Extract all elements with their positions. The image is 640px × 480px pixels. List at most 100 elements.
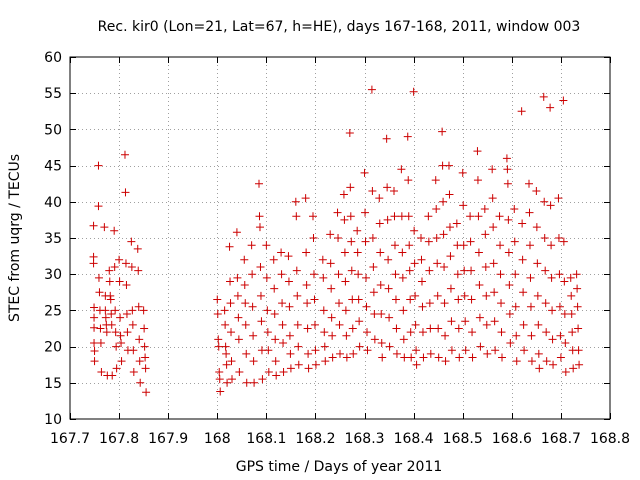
- data-point: [311, 360, 320, 369]
- data-point: [303, 324, 312, 333]
- x-tick-label: 168.2: [295, 431, 335, 447]
- data-point: [568, 328, 577, 337]
- data-point: [345, 129, 354, 138]
- data-point: [525, 179, 533, 188]
- data-point: [548, 335, 557, 344]
- data-point: [385, 342, 394, 351]
- data-point: [347, 266, 356, 275]
- data-point: [399, 306, 408, 315]
- data-point: [473, 176, 482, 185]
- data-point: [467, 266, 476, 275]
- data-point: [107, 310, 116, 319]
- data-point: [96, 324, 105, 333]
- data-point: [271, 357, 280, 366]
- data-point: [213, 310, 222, 319]
- data-point: [90, 303, 99, 312]
- data-point: [139, 306, 148, 315]
- data-point: [214, 342, 223, 351]
- data-point: [404, 176, 413, 185]
- data-point: [376, 281, 385, 290]
- data-point: [461, 346, 470, 355]
- data-point: [447, 346, 456, 355]
- data-point: [496, 241, 505, 250]
- data-point: [425, 266, 434, 275]
- data-point: [334, 270, 343, 279]
- data-point: [453, 270, 462, 279]
- data-point: [133, 244, 142, 253]
- data-point: [106, 295, 115, 304]
- data-point: [116, 331, 125, 340]
- data-point: [556, 331, 565, 340]
- data-point: [498, 353, 506, 362]
- data-point: [495, 212, 504, 221]
- data-point: [377, 310, 386, 319]
- data-point: [556, 353, 565, 362]
- data-point: [140, 342, 149, 351]
- data-point: [341, 277, 350, 286]
- data-point: [533, 259, 542, 268]
- data-point: [101, 306, 110, 315]
- data-point: [121, 259, 130, 268]
- data-point: [221, 320, 230, 329]
- data-point: [264, 346, 273, 355]
- data-point: [431, 176, 440, 185]
- data-point: [90, 338, 99, 347]
- data-point: [233, 291, 242, 300]
- data-point: [434, 324, 443, 333]
- data-point: [480, 205, 489, 214]
- data-point: [510, 237, 519, 246]
- data-point: [141, 353, 150, 362]
- data-point: [572, 270, 581, 279]
- data-point: [127, 237, 136, 246]
- data-point: [248, 270, 257, 279]
- data-point: [278, 320, 287, 329]
- data-point: [107, 320, 116, 329]
- data-point: [540, 234, 549, 242]
- data-point: [271, 335, 280, 344]
- data-point: [263, 328, 272, 337]
- data-point: [294, 360, 303, 369]
- data-point: [272, 371, 281, 380]
- data-point: [549, 360, 558, 369]
- data-point: [398, 273, 407, 282]
- data-point: [496, 270, 505, 279]
- data-point: [255, 179, 263, 188]
- data-point: [122, 310, 131, 319]
- data-point: [96, 338, 105, 347]
- data-point: [227, 357, 236, 366]
- data-point: [411, 320, 420, 329]
- data-point: [110, 226, 119, 235]
- x-tick-label: 168.7: [541, 431, 581, 447]
- data-point: [123, 328, 132, 337]
- data-point: [567, 291, 576, 300]
- data-point: [466, 237, 475, 246]
- data-point: [424, 212, 433, 221]
- data-point: [234, 335, 243, 344]
- data-point: [319, 273, 328, 282]
- data-point: [446, 284, 455, 293]
- data-point: [354, 295, 363, 304]
- data-point: [439, 197, 448, 206]
- x-tick-labels: 167.7 167.8 167.9 168 168.1 168.2 168.3 168.4 16…: [50, 431, 630, 447]
- data-point: [460, 291, 469, 300]
- data-point: [214, 335, 223, 344]
- data-point: [278, 299, 287, 308]
- data-point: [542, 357, 551, 366]
- data-point: [526, 273, 535, 282]
- data-point: [342, 353, 351, 362]
- data-point: [378, 353, 387, 362]
- data-point: [573, 302, 582, 311]
- data-point: [248, 302, 257, 311]
- data-point: [377, 338, 386, 347]
- data-point: [418, 302, 427, 311]
- data-point: [270, 284, 279, 293]
- data-point: [546, 103, 555, 112]
- data-point: [474, 248, 483, 257]
- data-point: [309, 212, 317, 221]
- data-point: [347, 237, 356, 246]
- data-point: [263, 306, 272, 315]
- data-point: [361, 208, 370, 217]
- data-point: [459, 201, 468, 210]
- data-point: [360, 168, 369, 177]
- y-tick-labels: 10 15 20 25 30 35 40 45 50 55 60: [44, 50, 62, 428]
